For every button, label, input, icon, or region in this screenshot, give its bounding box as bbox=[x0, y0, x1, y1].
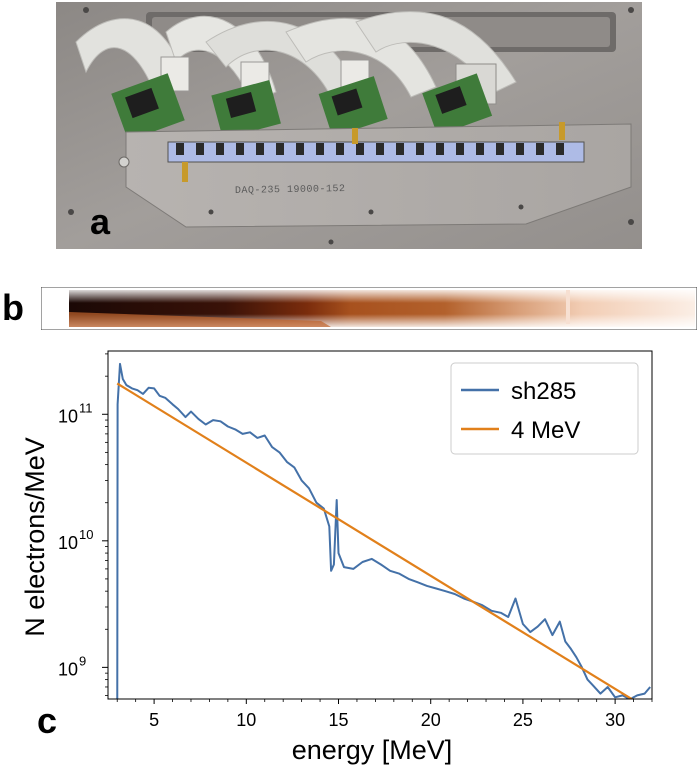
x-axis-label: energy [MeV] bbox=[292, 735, 453, 765]
series-line-0 bbox=[116, 362, 651, 699]
legend-label: sh285 bbox=[511, 378, 576, 405]
panel-label-a: a bbox=[90, 201, 111, 242]
y-tick-exponent: 10 bbox=[79, 527, 93, 542]
legend-label: 4 MeV bbox=[511, 417, 580, 444]
y-tick-exponent: 11 bbox=[79, 400, 93, 415]
kapton-tape bbox=[182, 162, 188, 182]
kapton-tape bbox=[559, 122, 565, 140]
legend-box bbox=[450, 362, 639, 455]
panel-label-c: c bbox=[37, 700, 58, 741]
x-tick-label: 25 bbox=[513, 710, 533, 730]
x-tick-label: 5 bbox=[149, 710, 159, 730]
x-tick-label: 10 bbox=[236, 710, 256, 730]
x-tick-label: 30 bbox=[605, 710, 625, 730]
y-tick-label: 10 bbox=[58, 406, 78, 426]
panel-label-b: b bbox=[2, 287, 24, 328]
y-tick-exponent: 9 bbox=[79, 653, 86, 668]
x-tick-label: 20 bbox=[421, 710, 441, 730]
cover-plate bbox=[125, 123, 632, 228]
kapton-tape bbox=[352, 128, 358, 144]
y-tick-label: 10 bbox=[58, 659, 78, 679]
plot-frame bbox=[107, 350, 653, 700]
engraving-text: DAQ-235 19000-152 bbox=[234, 184, 346, 197]
detector-photo bbox=[56, 2, 642, 249]
y-axis-label: N electrons/MeV bbox=[20, 437, 50, 637]
scintillator-strip bbox=[41, 287, 697, 330]
y-tick-label: 10 bbox=[58, 533, 78, 553]
x-tick-label: 15 bbox=[328, 710, 348, 730]
series-line-1 bbox=[116, 382, 634, 699]
